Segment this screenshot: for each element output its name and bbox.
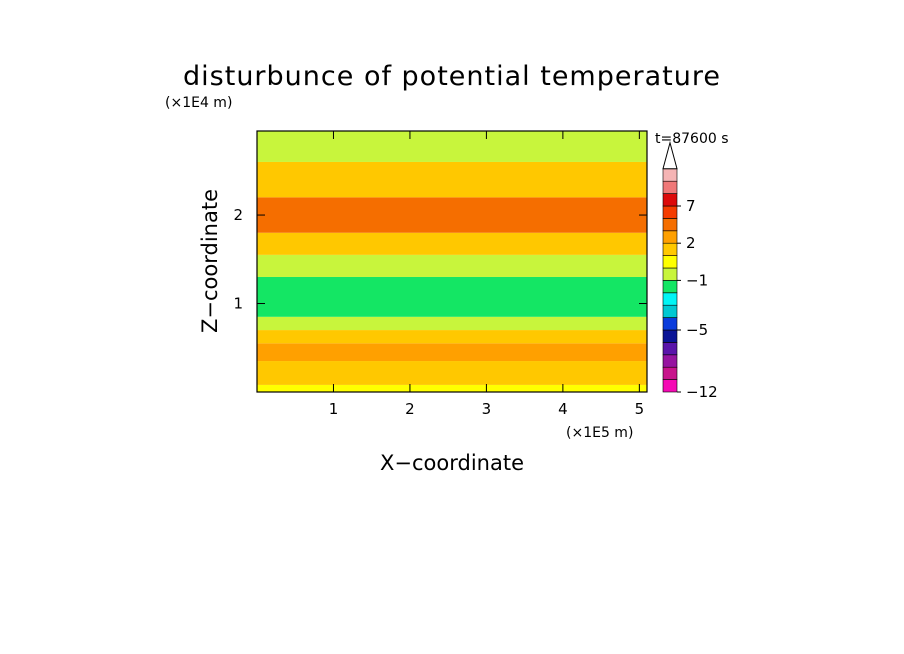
- y-tick-label: 1: [233, 295, 243, 313]
- colorbar-label: 7: [686, 197, 696, 215]
- colorbar-label: −12: [686, 383, 718, 401]
- field-band: [257, 316, 647, 331]
- field-band: [257, 343, 647, 362]
- colorbar-label: −5: [686, 321, 708, 339]
- chart-title: disturbunce of potential temperature: [183, 61, 721, 92]
- colorbar-swatch: [662, 329, 678, 343]
- field-band: [257, 384, 647, 392]
- field-band: [257, 276, 647, 317]
- colorbar: 7 2 −1 −5 −12: [662, 140, 718, 401]
- field-band: [257, 232, 647, 255]
- colorbar-swatch: [662, 366, 678, 380]
- time-label: t=87600 s: [655, 131, 729, 147]
- colorbar-swatch: [662, 304, 678, 318]
- colorbar-swatch: [662, 354, 678, 368]
- colorbar-swatch: [662, 218, 678, 232]
- colorbar-swatch: [662, 379, 678, 393]
- colorbar-swatch: [662, 230, 678, 244]
- colorbar-swatch: [662, 205, 678, 219]
- colorbar-label: 2: [686, 234, 696, 252]
- y-axis-ticks: 12: [233, 206, 647, 313]
- colorbar-swatch: [662, 342, 678, 356]
- field-band: [257, 330, 647, 344]
- x-axis-ticks: 1 2 3 4 5: [329, 131, 644, 418]
- x-unit-label: (×1E5 m): [566, 425, 633, 441]
- x-tick-label: 2: [405, 400, 415, 418]
- y-tick-label: 2: [233, 206, 243, 224]
- colorbar-swatch: [662, 242, 678, 256]
- x-tick-label: 4: [558, 400, 568, 418]
- colorbar-swatch: [662, 180, 678, 194]
- colorbar-swatch: [662, 168, 678, 182]
- colorbar-label: −1: [686, 271, 708, 289]
- potential-temperature-field: [257, 131, 647, 392]
- plot-frame: [256, 130, 648, 393]
- x-tick-label: 3: [482, 400, 492, 418]
- colorbar-swatch: [662, 267, 678, 281]
- colorbar-extend-arrow: [662, 140, 678, 170]
- y-unit-label: (×1E4 m): [165, 95, 232, 111]
- colorbar-swatch: [662, 292, 678, 306]
- field-band: [257, 131, 647, 162]
- colorbar-swatch: [662, 317, 678, 331]
- field-band: [257, 361, 647, 385]
- x-tick-label: 5: [635, 400, 645, 418]
- field-band: [257, 161, 647, 198]
- colorbar-swatch: [662, 193, 678, 207]
- colorbar-swatch: [662, 280, 678, 294]
- colorbar-swatch: [662, 255, 678, 269]
- field-band: [257, 254, 647, 277]
- x-axis-label: X−coordinate: [380, 451, 524, 475]
- field-band: [257, 197, 647, 233]
- y-axis-label: Z−coordinate: [198, 189, 222, 333]
- x-tick-label: 1: [329, 400, 339, 418]
